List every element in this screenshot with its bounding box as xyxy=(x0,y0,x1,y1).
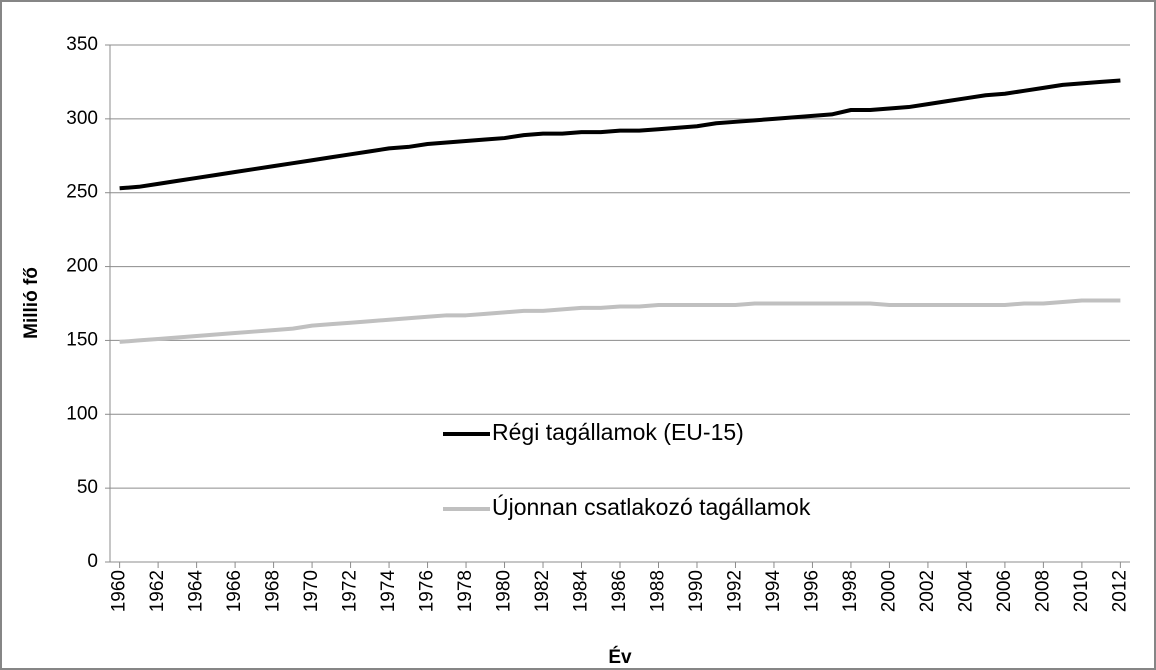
x-tick-label: 2012 xyxy=(1109,570,1130,612)
legend-label: Újonnan csatlakozó tagállamok xyxy=(492,494,811,520)
x-tick-label: 1986 xyxy=(609,570,630,612)
x-tick-label: 2008 xyxy=(1032,570,1053,612)
y-tick-label: 0 xyxy=(87,551,98,572)
y-tick-label: 150 xyxy=(66,329,98,350)
x-tick-label: 1988 xyxy=(648,570,669,612)
x-tick-label: 2004 xyxy=(955,570,976,613)
x-tick-label: 1994 xyxy=(763,570,784,613)
x-tick-label: 1998 xyxy=(840,570,861,612)
series-line xyxy=(119,78,1121,191)
x-tick-label: 2000 xyxy=(878,570,899,612)
x-tick-label: 2010 xyxy=(1071,570,1092,612)
y-tick-label: 100 xyxy=(66,403,98,424)
x-tick-label: 1968 xyxy=(263,570,284,612)
x-tick-label: 1978 xyxy=(455,570,476,612)
y-axis-label: Millió fő xyxy=(21,267,42,339)
legend-label: Régi tagállamok (EU-15) xyxy=(492,419,744,445)
y-tick-label: 50 xyxy=(77,477,98,498)
x-tick-label: 1990 xyxy=(686,570,707,612)
x-tick-label: 1966 xyxy=(224,570,245,612)
x-tick-label: 1992 xyxy=(724,570,745,612)
x-tick-label: 1976 xyxy=(417,570,438,612)
x-tick-label: 2002 xyxy=(917,570,938,612)
y-tick-label: 350 xyxy=(66,34,98,55)
x-tick-label: 1972 xyxy=(340,570,361,612)
x-tick-label: 1982 xyxy=(532,570,553,612)
x-tick-label: 1974 xyxy=(378,570,399,613)
x-tick-label: 1962 xyxy=(147,570,168,612)
x-tick-label: 1984 xyxy=(571,570,592,613)
y-tick-label: 200 xyxy=(66,256,98,277)
x-tick-label: 2006 xyxy=(994,570,1015,612)
x-tick-label: 1970 xyxy=(301,570,322,612)
x-tick-label: 1980 xyxy=(494,570,515,612)
x-axis-label: Év xyxy=(608,646,632,668)
x-tick-label: 1960 xyxy=(109,570,130,612)
x-tick-label: 1996 xyxy=(801,570,822,612)
y-tick-label: 300 xyxy=(66,108,98,129)
x-tick-label: 1964 xyxy=(186,570,207,613)
y-tick-label: 250 xyxy=(66,182,98,203)
series-line xyxy=(119,298,1121,344)
